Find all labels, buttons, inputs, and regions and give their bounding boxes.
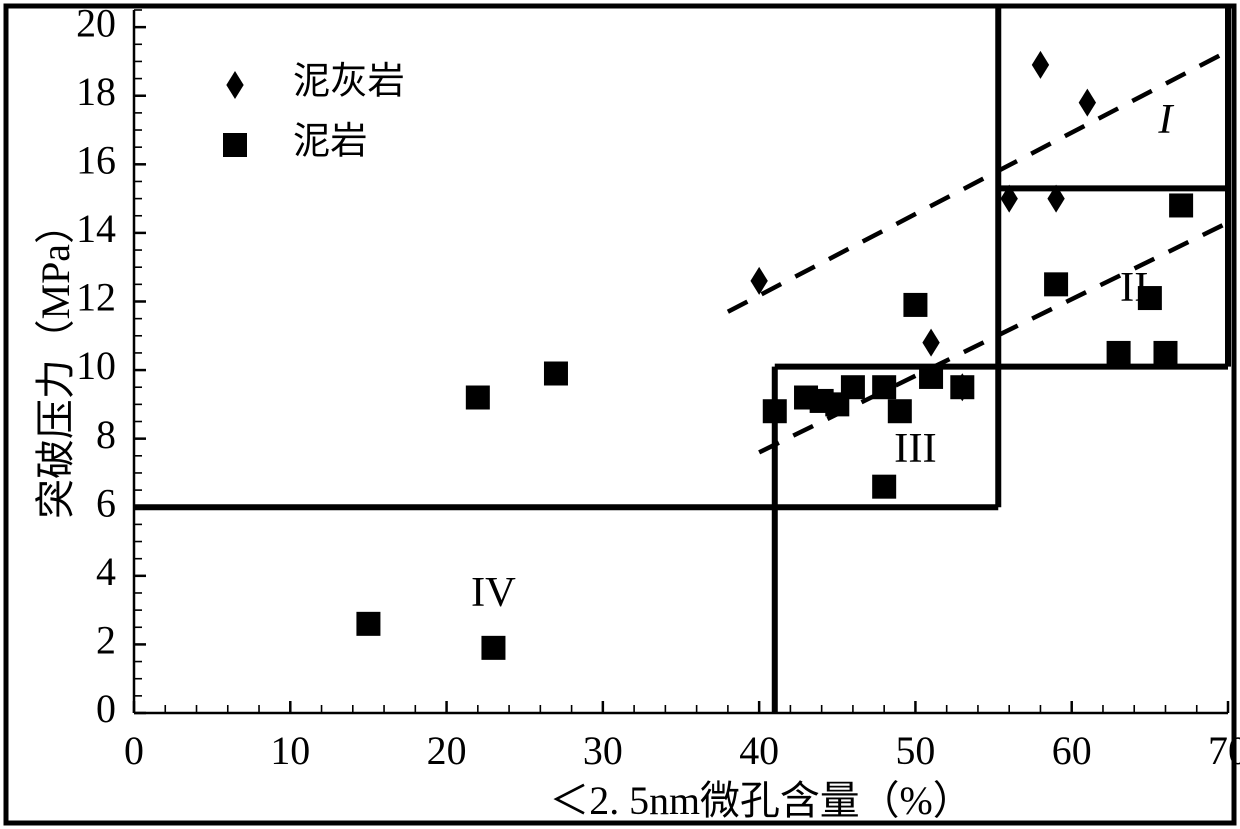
x-tick-label: 50 [895, 728, 935, 773]
point-square-14 [950, 375, 974, 399]
x-tick-label: 20 [427, 728, 467, 773]
point-square-0 [356, 612, 380, 636]
point-square-12 [903, 293, 927, 317]
y-tick-label: 16 [76, 137, 116, 182]
legend-label-square: 泥岩 [293, 121, 367, 163]
x-tick-label: 0 [124, 728, 144, 773]
x-axis-title: ＜2. 5nm微孔含量（%） [549, 778, 972, 823]
y-tick-label: 18 [76, 69, 116, 114]
x-tick-label: 40 [739, 728, 779, 773]
y-tick-label: 10 [76, 343, 116, 388]
x-tick-label: 60 [1052, 728, 1092, 773]
x-tick-label: 30 [583, 728, 623, 773]
axes: 0 10 20 30 40 50 60 70 ＜2. 5nm微孔含量（%） 0 2 4 6 8 10 12 14… [33, 0, 1240, 823]
region-label-I: I [1157, 96, 1174, 143]
legend: 泥灰岩泥岩 [223, 61, 405, 163]
y-tick-label: 4 [96, 549, 116, 594]
scatter-plot-svg: IIIIIIIV010203040506070＜2. 5nm微孔含量（%）024… [0, 0, 1240, 829]
point-square-18 [1153, 341, 1177, 365]
point-square-9 [872, 475, 896, 499]
trend-line-1 [728, 51, 1228, 312]
point-square-17 [1138, 286, 1162, 310]
point-square-16 [1107, 341, 1131, 365]
point-square-1 [466, 386, 490, 410]
point-square-3 [544, 362, 568, 386]
point-square-13 [919, 365, 943, 389]
chart-figure: IIIIIIIV010203040506070＜2. 5nm微孔含量（%）024… [0, 0, 1240, 829]
region-boundaries: IIIIIIIV [134, 9, 1228, 714]
point-square-11 [888, 399, 912, 423]
point-diamond-4 [1032, 51, 1049, 79]
y-tick-label: 14 [76, 206, 116, 251]
point-square-4 [763, 399, 787, 423]
y-axis-title: 突破压力（MPa） [33, 204, 78, 519]
x-tick-label: 10 [270, 728, 310, 773]
point-diamond-1 [922, 329, 939, 357]
legend-marker-square [223, 133, 247, 157]
y-tick-label: 12 [76, 275, 116, 320]
point-square-19 [1169, 193, 1193, 217]
point-square-8 [841, 375, 865, 399]
y-tick-label: 6 [96, 480, 116, 525]
y-tick-label: 2 [96, 618, 116, 663]
region-label-IV: IV [471, 569, 516, 616]
point-square-2 [481, 636, 505, 660]
y-tick-label: 8 [96, 412, 116, 457]
point-square-15 [1044, 272, 1068, 296]
y-tick-label: 0 [96, 686, 116, 731]
legend-label-diamond: 泥灰岩 [293, 61, 405, 103]
region-label-III: III [894, 425, 937, 472]
outer-border [6, 6, 1234, 823]
y-tick-label: 20 [76, 0, 116, 45]
legend-marker-diamond [226, 71, 243, 99]
x-tick-label: 70 [1208, 728, 1240, 773]
point-diamond-6 [1079, 89, 1096, 117]
point-square-10 [872, 375, 896, 399]
